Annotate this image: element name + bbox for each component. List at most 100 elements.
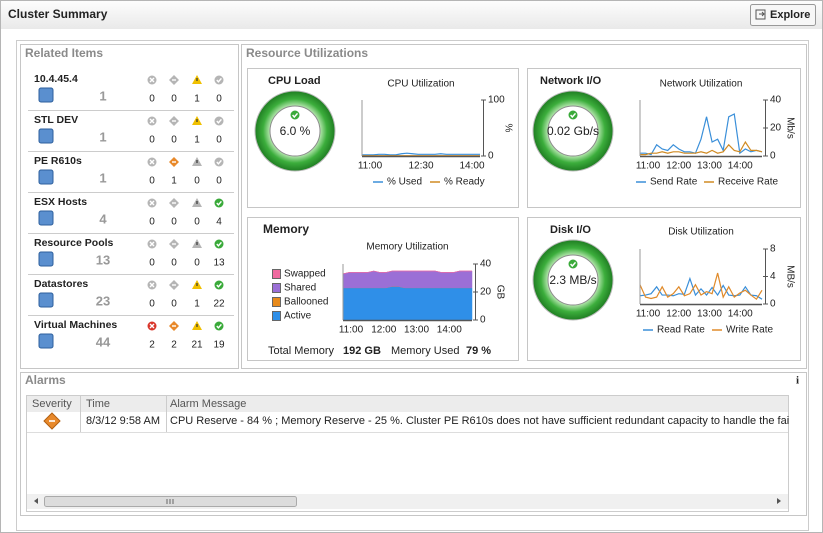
x-tick-label: 11:00: [636, 161, 661, 172]
alarm-count: 0: [194, 258, 200, 269]
item-icon: [38, 292, 54, 308]
y-tick-label: 8: [770, 244, 776, 255]
alarm-message: CPU Reserve - 84 % ; Memory Reserve - 25…: [170, 415, 798, 427]
status-icon: [214, 198, 224, 208]
h-scrollbar[interactable]: [27, 494, 788, 509]
legend-label: % Used: [387, 177, 422, 188]
alarm-count: 0: [149, 135, 155, 146]
status-icon: [214, 280, 224, 290]
status-icon: [216, 241, 222, 247]
x-tick-label: 12:00: [666, 309, 691, 320]
y-axis-label: MB/s: [784, 265, 795, 288]
memory-used-label: Memory Used: [391, 345, 459, 357]
status-icon: [216, 118, 222, 124]
y-tick-label: 0: [488, 151, 494, 162]
y-tick-label: 0: [480, 315, 486, 326]
column-header: Alarm Message: [170, 398, 246, 410]
alarm-count: 2: [149, 340, 155, 351]
table-header: [27, 396, 788, 412]
alarm-count: 1: [194, 299, 200, 310]
status-icon: [149, 77, 155, 83]
status-icon: [149, 118, 155, 124]
x-tick-label: 13:00: [697, 161, 722, 172]
alarm-count: 2: [171, 340, 177, 351]
status-icon: [214, 75, 224, 85]
legend-label: Read Rate: [657, 325, 705, 336]
alarm-count: 1: [194, 135, 200, 146]
alarm-table: [26, 395, 789, 512]
x-tick-label: 14:00: [728, 161, 753, 172]
panel-title: Resource Utilizations: [246, 46, 368, 60]
item-name[interactable]: Virtual Machines: [34, 319, 117, 331]
y-axis-label: %: [502, 124, 513, 133]
item-count: 1: [99, 170, 106, 185]
status-icon: [216, 323, 222, 329]
item-count: 44: [96, 334, 111, 349]
alarm-count: 0: [149, 176, 155, 187]
alarm-count: 13: [213, 258, 225, 269]
legend-label: % Ready: [444, 177, 485, 188]
panel-title: Related Items: [25, 46, 103, 60]
gauge-face: [269, 105, 321, 157]
box-title: Disk I/O: [550, 224, 591, 236]
legend-label: Write Rate: [726, 325, 773, 336]
status-icon: [214, 239, 224, 249]
status-icon: [149, 323, 155, 329]
item-name[interactable]: 10.4.45.4: [34, 73, 78, 85]
explore-label[interactable]: Explore: [770, 9, 810, 21]
item-count: 13: [96, 252, 110, 267]
gauge-status: [567, 258, 579, 270]
y-tick-label: 40: [770, 95, 782, 106]
line: [639, 272, 763, 301]
y-tick-label: 4: [770, 271, 776, 282]
panel-title: Alarms: [25, 373, 66, 387]
item-name[interactable]: ESX Hosts: [34, 196, 87, 208]
memory-used-value: 79 %: [466, 345, 491, 357]
item-count: 1: [99, 129, 106, 144]
alarm-count: 0: [171, 258, 177, 269]
x-tick-label: 14:00: [459, 161, 484, 172]
y-axis-label: GB: [494, 285, 505, 300]
line: [640, 113, 763, 156]
box-title: Memory: [263, 222, 309, 236]
area: [342, 286, 473, 321]
item-count: 1: [99, 88, 106, 103]
x-tick-label: 11:00: [339, 325, 364, 336]
status-icon: [216, 77, 222, 83]
legend-swatch: [272, 269, 281, 279]
area: [342, 270, 472, 275]
chart-title: Memory Utilization: [366, 242, 448, 253]
page-title: Cluster Summary: [8, 7, 108, 21]
legend-label: Shared: [284, 283, 316, 294]
item-name[interactable]: Datastores: [34, 278, 88, 290]
status-icon: [216, 159, 222, 165]
alarm-count: 0: [149, 258, 155, 269]
x-tick-label: 11:00: [358, 161, 383, 172]
alarm-count: 19: [213, 340, 225, 351]
alarm-count: 0: [171, 299, 177, 310]
legend-swatch: [272, 311, 281, 321]
item-name[interactable]: STL DEV: [34, 114, 78, 126]
status-icon: [214, 321, 224, 331]
status-icon: [214, 116, 224, 126]
info-icon[interactable]: i: [796, 375, 799, 387]
alarm-count: 0: [171, 135, 177, 146]
legend-label: Send Rate: [650, 177, 698, 188]
item-name[interactable]: Resource Pools: [34, 237, 114, 249]
item-icon: [38, 87, 54, 103]
alarm-count: 21: [191, 340, 203, 351]
related-items-panel: [20, 44, 239, 369]
item-name[interactable]: PE R610s: [34, 155, 82, 167]
legend-label: Ballooned: [284, 297, 328, 308]
alarm-count: 22: [213, 299, 225, 310]
gauge-status: [570, 112, 577, 119]
legend-label: Active: [284, 311, 312, 322]
y-tick-label: 20: [480, 287, 492, 298]
gauge-value: 6.0 %: [280, 124, 311, 138]
status-icon: [216, 200, 222, 206]
item-count: 23: [96, 293, 110, 308]
item-icon: [38, 169, 54, 185]
line: [362, 152, 480, 156]
explore-button[interactable]: Explore: [750, 4, 816, 26]
